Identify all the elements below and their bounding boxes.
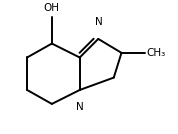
Text: OH: OH — [44, 3, 60, 13]
Text: N: N — [76, 102, 84, 112]
Text: N: N — [95, 17, 103, 27]
Text: CH₃: CH₃ — [146, 48, 166, 58]
